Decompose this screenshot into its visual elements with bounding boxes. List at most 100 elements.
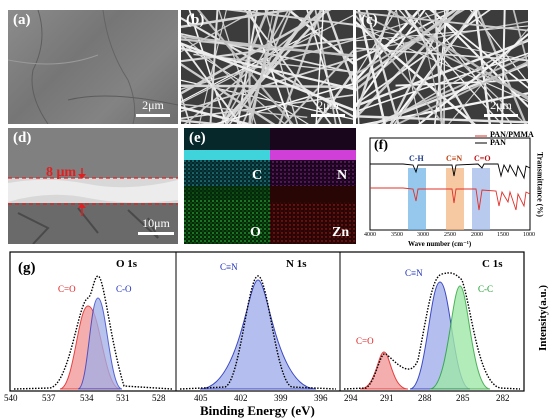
fiber: [356, 47, 528, 62]
fiber: [356, 10, 458, 85]
xtick: 282: [496, 393, 510, 403]
eds-label-o: O: [250, 225, 261, 240]
fiber: [430, 10, 528, 108]
c1s-cc-peak: [429, 285, 491, 390]
pan-curve: [370, 163, 531, 180]
xtick: 402: [234, 393, 248, 403]
xtick: 534: [80, 393, 94, 403]
fiber: [181, 14, 353, 104]
fiber: [501, 10, 506, 124]
sem-image-b: (b) 2μm: [181, 10, 353, 124]
xtick: 1000: [523, 232, 535, 238]
o1s-title: O 1s: [116, 258, 138, 270]
ftir-plot: [369, 135, 531, 231]
fiber: [356, 10, 456, 92]
c1s-xticks: 294 291 288 285 282: [340, 393, 524, 404]
fiber: [209, 10, 219, 124]
fiber: [476, 10, 528, 124]
fiber: [241, 10, 292, 124]
scale-bar-a: 2μm: [136, 98, 170, 117]
scale-label-a: 2μm: [142, 98, 164, 112]
fiber: [356, 10, 457, 62]
n1s-title: N 1s: [286, 258, 307, 270]
fiber: [181, 119, 228, 124]
fiber: [417, 10, 445, 124]
o1s-peak-c-o: C-O: [116, 284, 132, 294]
fiber: [356, 10, 465, 76]
xtick: 2000: [471, 232, 483, 238]
scale-bar-b: 2μm: [311, 98, 345, 117]
fiber: [181, 91, 191, 124]
fiber: [398, 10, 503, 124]
band-label-cn: C≡N: [446, 154, 463, 163]
fiber: [181, 42, 353, 112]
fiber: [198, 10, 227, 124]
fiber: [434, 10, 443, 124]
n1s-xticks: 405 402 399 396: [176, 393, 340, 404]
xps-plot: [9, 251, 525, 392]
o1s-c-o-peak: [77, 297, 123, 390]
fiber: [247, 10, 251, 124]
sem-texture-a: [8, 10, 178, 124]
xtick: 405: [194, 393, 208, 403]
fiber: [225, 10, 313, 124]
xtick: 396: [314, 393, 328, 403]
xtick: 1500: [497, 232, 509, 238]
fiber: [429, 10, 528, 89]
fiber: [181, 35, 353, 58]
fiber: [278, 10, 322, 124]
legend-pan: PAN: [490, 138, 506, 147]
fiber-network-b: [181, 10, 353, 124]
xtick: 2500: [444, 232, 456, 238]
fiber: [181, 33, 286, 124]
fiber: [224, 10, 353, 26]
fiber: [393, 10, 476, 124]
fiber: [356, 37, 360, 124]
scale-bar-c: 2μm: [484, 98, 518, 117]
fiber: [356, 25, 528, 42]
eds-label-n: N: [337, 168, 348, 183]
fiber: [236, 10, 258, 124]
fiber: [181, 33, 353, 74]
fiber: [264, 10, 299, 124]
n1s-envelope: [179, 275, 337, 390]
n1s-cn-peak: [199, 279, 317, 390]
fiber: [357, 10, 387, 124]
ftir-xlabel: Wave number (cm⁻¹): [408, 240, 472, 248]
band-ch: [408, 168, 426, 230]
fiber: [395, 61, 528, 124]
o1s-xticks: 540 537 534 531 528: [0, 393, 176, 404]
xtick: 528: [152, 393, 166, 403]
scale-label-b: 2μm: [317, 98, 339, 112]
fiber: [389, 10, 479, 124]
legend-pan-pmma: PAN/PMMA: [490, 130, 534, 139]
pan-pmma-curve: [370, 187, 531, 211]
xtick: 3000: [417, 232, 429, 238]
xtick: 285: [456, 393, 470, 403]
fiber: [512, 10, 528, 70]
scale-label-c: 2μm: [490, 98, 512, 112]
fiber-network-c: [356, 10, 528, 124]
fiber: [365, 10, 400, 124]
fiber: [181, 10, 297, 29]
ftir-chart-f: (f) PAN/PMMA PAN C-H C≡N C=O 4000 3500 3…: [358, 128, 550, 248]
fiber: [306, 10, 342, 124]
o1s-peak-co: C=O: [58, 284, 76, 294]
panel-label-c: (c): [361, 12, 378, 28]
panel-label-e: (e): [189, 130, 206, 146]
fiber: [356, 11, 528, 32]
fiber: [386, 10, 528, 101]
band-label-co: C=O: [474, 154, 491, 163]
xtick: 291: [380, 393, 394, 403]
sem-cross-section-d: (d) 8 μm 10μm: [8, 128, 178, 244]
fiber: [181, 26, 324, 103]
n1s-peak-cn: C≡N: [220, 262, 238, 272]
c1s-title: C 1s: [482, 258, 503, 270]
xtick: 4000: [364, 232, 376, 238]
ftir-ylabel: Transmittance (%): [535, 152, 545, 217]
fiber: [244, 10, 332, 124]
fiber: [356, 10, 398, 77]
panel-label-d: (d): [13, 130, 32, 146]
xtick: 288: [418, 393, 432, 403]
xtick: 540: [4, 393, 18, 403]
